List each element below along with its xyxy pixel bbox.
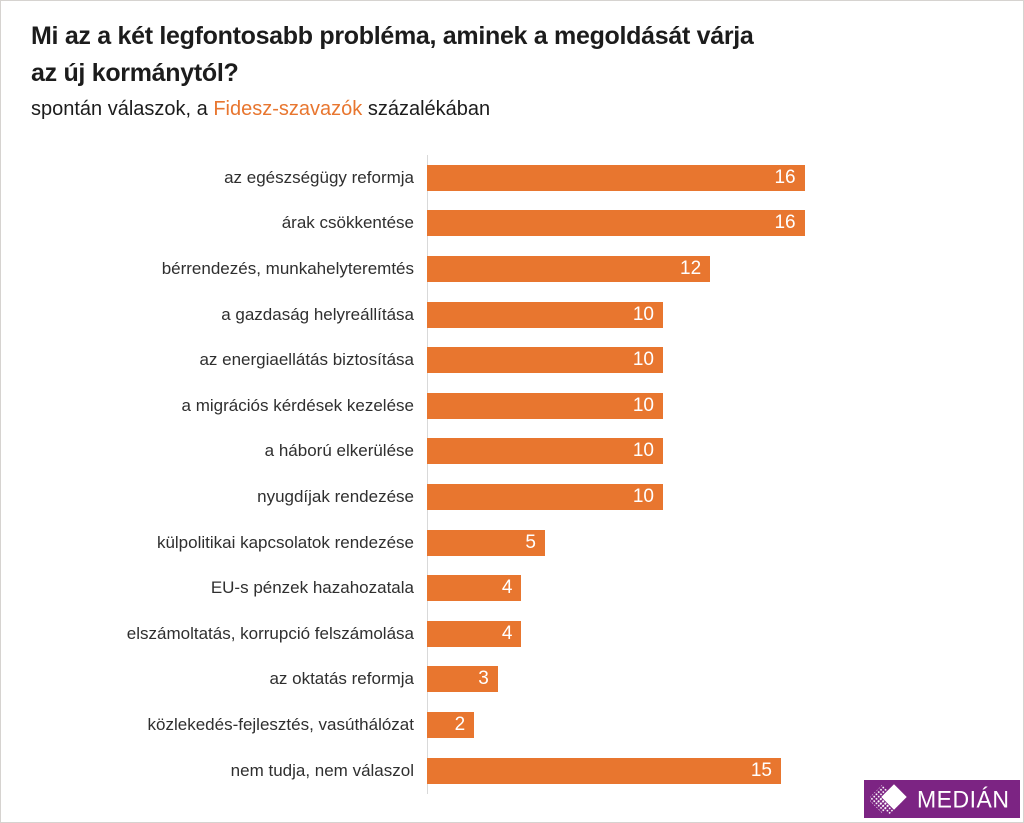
chart-row: az energiaellátás biztosítása 10 — [1, 337, 1023, 383]
value-label: 4 — [501, 577, 513, 599]
chart-row: bérrendezés, munkahelyteremtés 12 — [1, 246, 1023, 292]
category-label: az egészségügy reformja — [224, 167, 414, 187]
bar-track: 4 — [427, 620, 1023, 647]
bar: 3 — [427, 666, 498, 693]
category-label: a háború elkerülése — [264, 441, 414, 461]
bar-track: 2 — [427, 711, 1023, 738]
category-label: EU-s pénzek hazahozatala — [210, 578, 414, 598]
chart-header: Mi az a két legfontosabb probléma, amine… — [31, 18, 754, 121]
chart-title-line1: Mi az a két legfontosabb probléma, amine… — [31, 22, 754, 50]
bar-chart: az egészségügy reformja 16 árak csökkentés… — [1, 155, 1023, 795]
category-label: az oktatás reformja — [269, 669, 414, 689]
bar-track: 5 — [427, 529, 1023, 556]
chart-row: közlekedés-fejlesztés, vasúthálózat 2 — [1, 702, 1023, 748]
value-label: 3 — [478, 668, 489, 690]
y-axis-line — [427, 155, 428, 794]
chart-row: elszámoltatás, korrupció felszámolása 4 — [1, 611, 1023, 657]
bar: 2 — [427, 711, 475, 738]
chart-row: külpolitikai kapcsolatok rendezése 5 — [1, 520, 1023, 566]
bar-track: 15 — [427, 757, 1023, 784]
value-label: 10 — [632, 485, 654, 507]
bar: 12 — [427, 255, 711, 282]
bar-track: 10 — [427, 483, 1023, 510]
category-label: nem tudja, nem válaszol — [230, 760, 414, 780]
bar-track: 10 — [427, 392, 1023, 419]
value-label: 10 — [632, 303, 654, 325]
bar-track: 3 — [427, 666, 1023, 693]
bar-track: 16 — [427, 210, 1023, 237]
category-label: külpolitikai kapcsolatok rendezése — [156, 532, 414, 552]
bar: 10 — [427, 438, 663, 465]
value-label: 10 — [632, 394, 654, 416]
bar-track: 12 — [427, 255, 1023, 282]
bar: 4 — [427, 575, 522, 602]
bar: 5 — [427, 529, 545, 556]
chart-row: árak csökkentése 16 — [1, 201, 1023, 247]
bar: 10 — [427, 392, 663, 419]
chart-subtitle: spontán válaszok, a Fidesz-szavazók száz… — [31, 97, 754, 121]
bar-track: 10 — [427, 301, 1023, 328]
category-label: az energiaellátás biztosítása — [199, 350, 414, 370]
category-label: bérrendezés, munkahelyteremtés — [161, 258, 414, 278]
bar: 10 — [427, 347, 663, 374]
subtitle-prefix: spontán válaszok, a — [31, 98, 214, 120]
bar-track: 16 — [427, 164, 1023, 191]
subtitle-highlight: Fidesz-szavazók — [213, 98, 363, 120]
value-label: 4 — [501, 622, 513, 644]
bar: 10 — [427, 483, 663, 510]
value-label: 5 — [525, 531, 536, 553]
bar-track: 4 — [427, 575, 1023, 602]
category-label: a migrációs kérdések kezelése — [181, 395, 414, 415]
category-label: árak csökkentése — [281, 213, 414, 233]
value-label: 16 — [774, 166, 796, 188]
chart-row: nyugdíjak rendezése 10 — [1, 474, 1023, 520]
value-label: 2 — [454, 713, 466, 735]
value-label: 15 — [750, 759, 772, 781]
bar: 15 — [427, 757, 781, 784]
chart-row: EU-s pénzek hazahozatala 4 — [1, 565, 1023, 611]
bar: 16 — [427, 164, 805, 191]
category-label: elszámoltatás, korrupció felszámolása — [126, 623, 414, 643]
value-label: 12 — [680, 257, 702, 279]
bar-track: 10 — [427, 438, 1023, 465]
chart-row: a háború elkerülése 10 — [1, 429, 1023, 475]
chart-row: az egészségügy reformja 16 — [1, 155, 1023, 201]
chart-rows: az egészségügy reformja 16 árak csökkentés… — [1, 155, 1023, 794]
value-label: 16 — [774, 212, 796, 234]
chart-row: nem tudja, nem válaszol 15 — [1, 748, 1023, 794]
bar-track: 10 — [427, 347, 1023, 374]
chart-row: a gazdaság helyreállítása 10 — [1, 292, 1023, 338]
bar: 4 — [427, 620, 522, 647]
bar: 16 — [427, 210, 805, 237]
subtitle-suffix: százalékában — [362, 98, 491, 120]
chart-row: az oktatás reformja 3 — [1, 657, 1023, 703]
bar: 10 — [427, 301, 663, 328]
category-label: a gazdaság helyreállítása — [221, 304, 414, 324]
median-logo-text: MEDIÁN — [917, 784, 1010, 813]
value-label: 10 — [632, 440, 654, 462]
chart-title: Mi az a két legfontosabb probléma, amine… — [31, 18, 754, 92]
category-label: közlekedés-fejlesztés, vasúthálózat — [147, 714, 414, 734]
median-logo-diamonds-icon — [870, 784, 907, 815]
chart-title-line2: az új kormánytól? — [31, 59, 239, 87]
median-logo: MEDIÁN — [864, 780, 1020, 818]
value-label: 10 — [632, 349, 654, 371]
category-label: nyugdíjak rendezése — [257, 486, 414, 506]
chart-row: a migrációs kérdések kezelése 10 — [1, 383, 1023, 429]
